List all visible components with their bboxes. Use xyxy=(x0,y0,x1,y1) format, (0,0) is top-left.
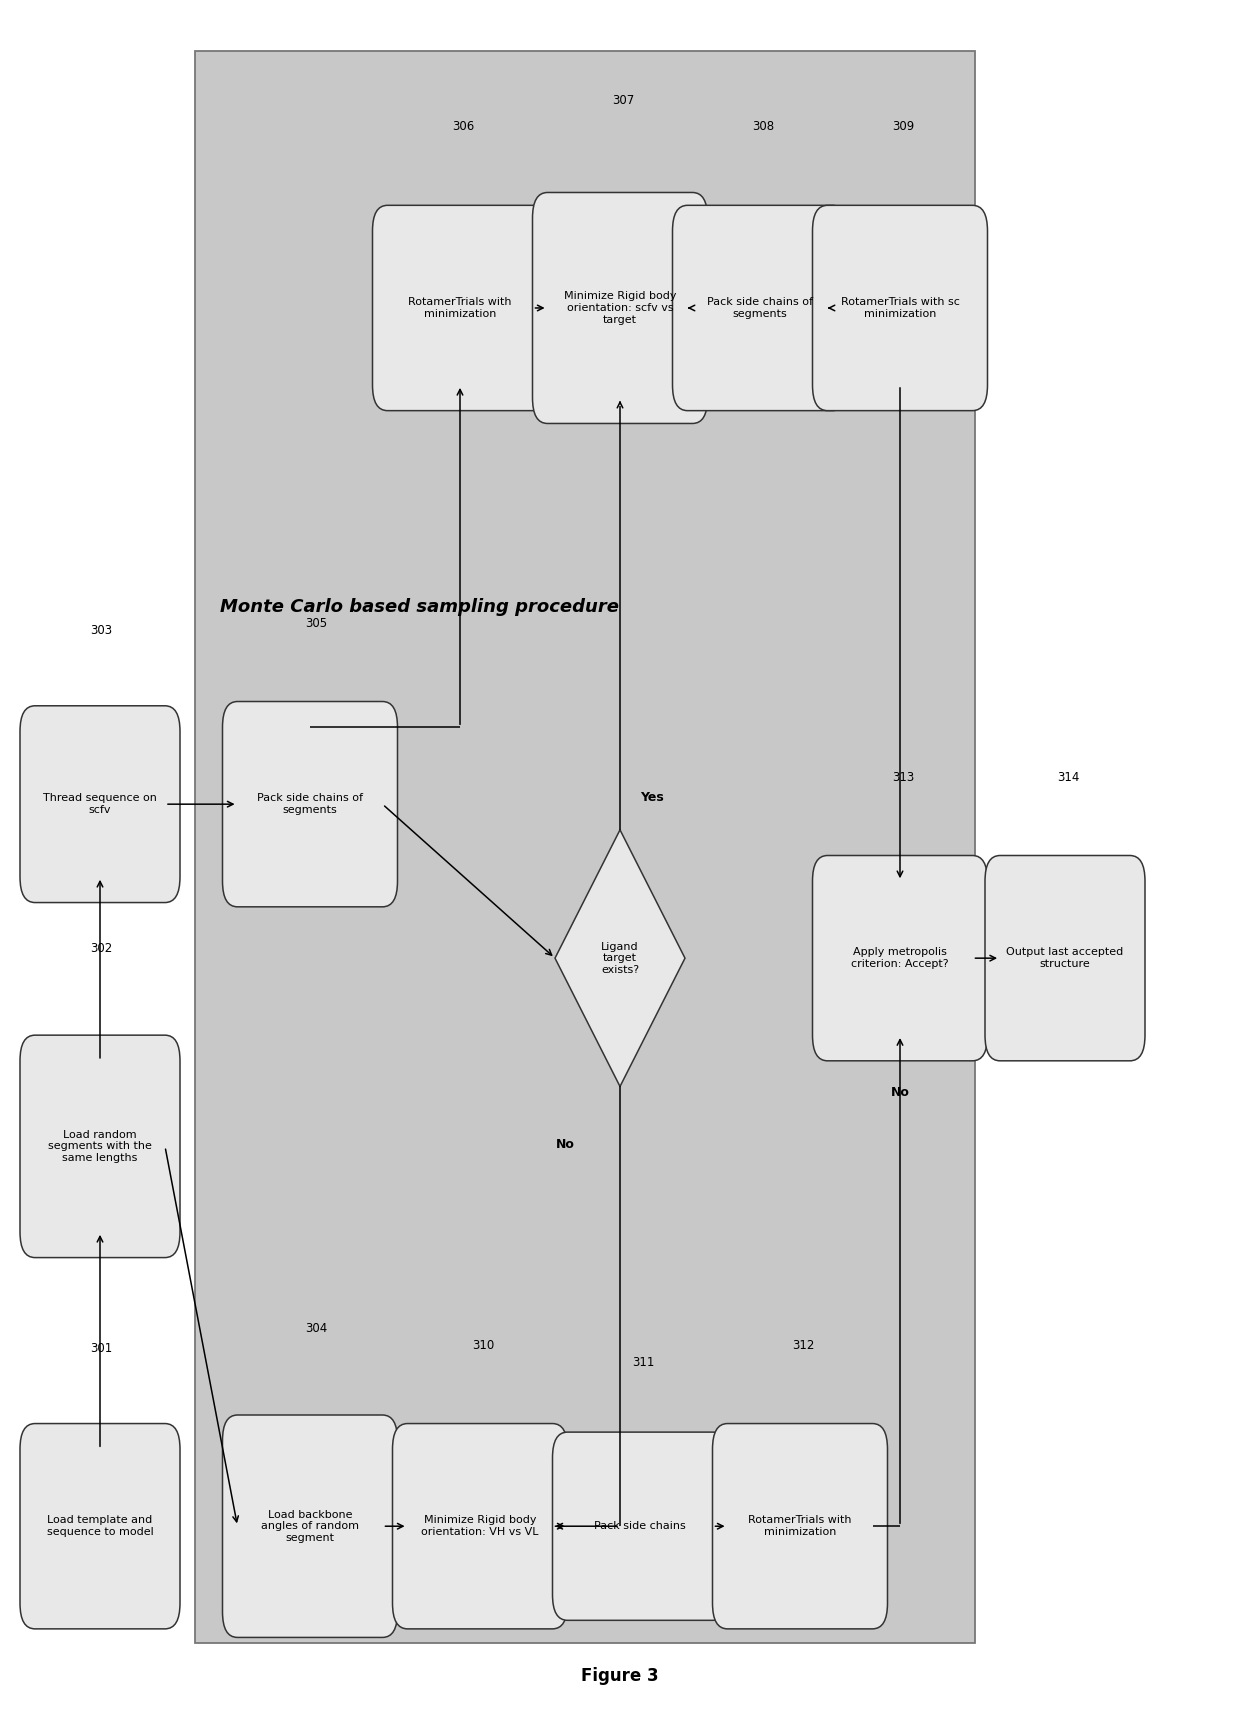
Text: RotamerTrials with
minimization: RotamerTrials with minimization xyxy=(748,1516,852,1536)
Text: Figure 3: Figure 3 xyxy=(582,1667,658,1685)
Text: Output last accepted
structure: Output last accepted structure xyxy=(1007,948,1123,968)
Text: 314: 314 xyxy=(1056,770,1079,784)
Text: 311: 311 xyxy=(632,1355,655,1369)
FancyBboxPatch shape xyxy=(812,856,987,1061)
Text: 308: 308 xyxy=(751,120,774,133)
FancyBboxPatch shape xyxy=(812,205,987,411)
Text: Pack side chains of
segments: Pack side chains of segments xyxy=(707,298,813,318)
Text: RotamerTrials with sc
minimization: RotamerTrials with sc minimization xyxy=(841,298,960,318)
FancyBboxPatch shape xyxy=(985,856,1145,1061)
FancyBboxPatch shape xyxy=(195,51,975,1643)
FancyBboxPatch shape xyxy=(20,705,180,903)
Text: Load template and
sequence to model: Load template and sequence to model xyxy=(47,1516,154,1536)
Text: Apply metropolis
criterion: Accept?: Apply metropolis criterion: Accept? xyxy=(851,948,949,968)
FancyBboxPatch shape xyxy=(372,205,548,411)
Text: Minimize Rigid body
orientation: VH vs VL: Minimize Rigid body orientation: VH vs V… xyxy=(422,1516,538,1536)
FancyBboxPatch shape xyxy=(20,1035,180,1258)
Text: Ligand
target
exists?: Ligand target exists? xyxy=(601,941,639,975)
Text: 304: 304 xyxy=(305,1321,327,1335)
FancyBboxPatch shape xyxy=(20,1424,180,1629)
Text: No: No xyxy=(890,1086,909,1100)
FancyBboxPatch shape xyxy=(222,1415,398,1637)
Text: No: No xyxy=(556,1138,574,1152)
Text: 306: 306 xyxy=(453,120,474,133)
Text: 302: 302 xyxy=(91,941,113,955)
Text: Load random
segments with the
same lengths: Load random segments with the same lengt… xyxy=(48,1129,153,1163)
FancyBboxPatch shape xyxy=(672,205,847,411)
Text: Pack side chains of
segments: Pack side chains of segments xyxy=(257,794,363,814)
Text: 312: 312 xyxy=(792,1338,815,1352)
FancyBboxPatch shape xyxy=(393,1424,568,1629)
Text: 307: 307 xyxy=(613,94,634,108)
Text: Minimize Rigid body
orientation: scfv vs
target: Minimize Rigid body orientation: scfv vs… xyxy=(564,291,676,325)
FancyBboxPatch shape xyxy=(553,1432,728,1620)
Text: 310: 310 xyxy=(472,1338,495,1352)
Polygon shape xyxy=(556,830,684,1086)
FancyBboxPatch shape xyxy=(532,193,708,424)
Text: 301: 301 xyxy=(91,1341,113,1355)
Text: Thread sequence on
scfv: Thread sequence on scfv xyxy=(43,794,157,814)
Text: Monte Carlo based sampling procedure: Monte Carlo based sampling procedure xyxy=(219,599,619,616)
Text: Load backbone
angles of random
segment: Load backbone angles of random segment xyxy=(260,1509,360,1543)
Text: 303: 303 xyxy=(91,625,112,636)
FancyBboxPatch shape xyxy=(713,1424,888,1629)
Text: 309: 309 xyxy=(892,120,914,133)
Text: Yes: Yes xyxy=(640,790,663,804)
Text: Pack side chains: Pack side chains xyxy=(594,1521,686,1531)
Text: 313: 313 xyxy=(892,770,914,784)
Text: RotamerTrials with
minimization: RotamerTrials with minimization xyxy=(408,298,512,318)
Text: 305: 305 xyxy=(305,616,327,630)
FancyBboxPatch shape xyxy=(222,702,398,907)
